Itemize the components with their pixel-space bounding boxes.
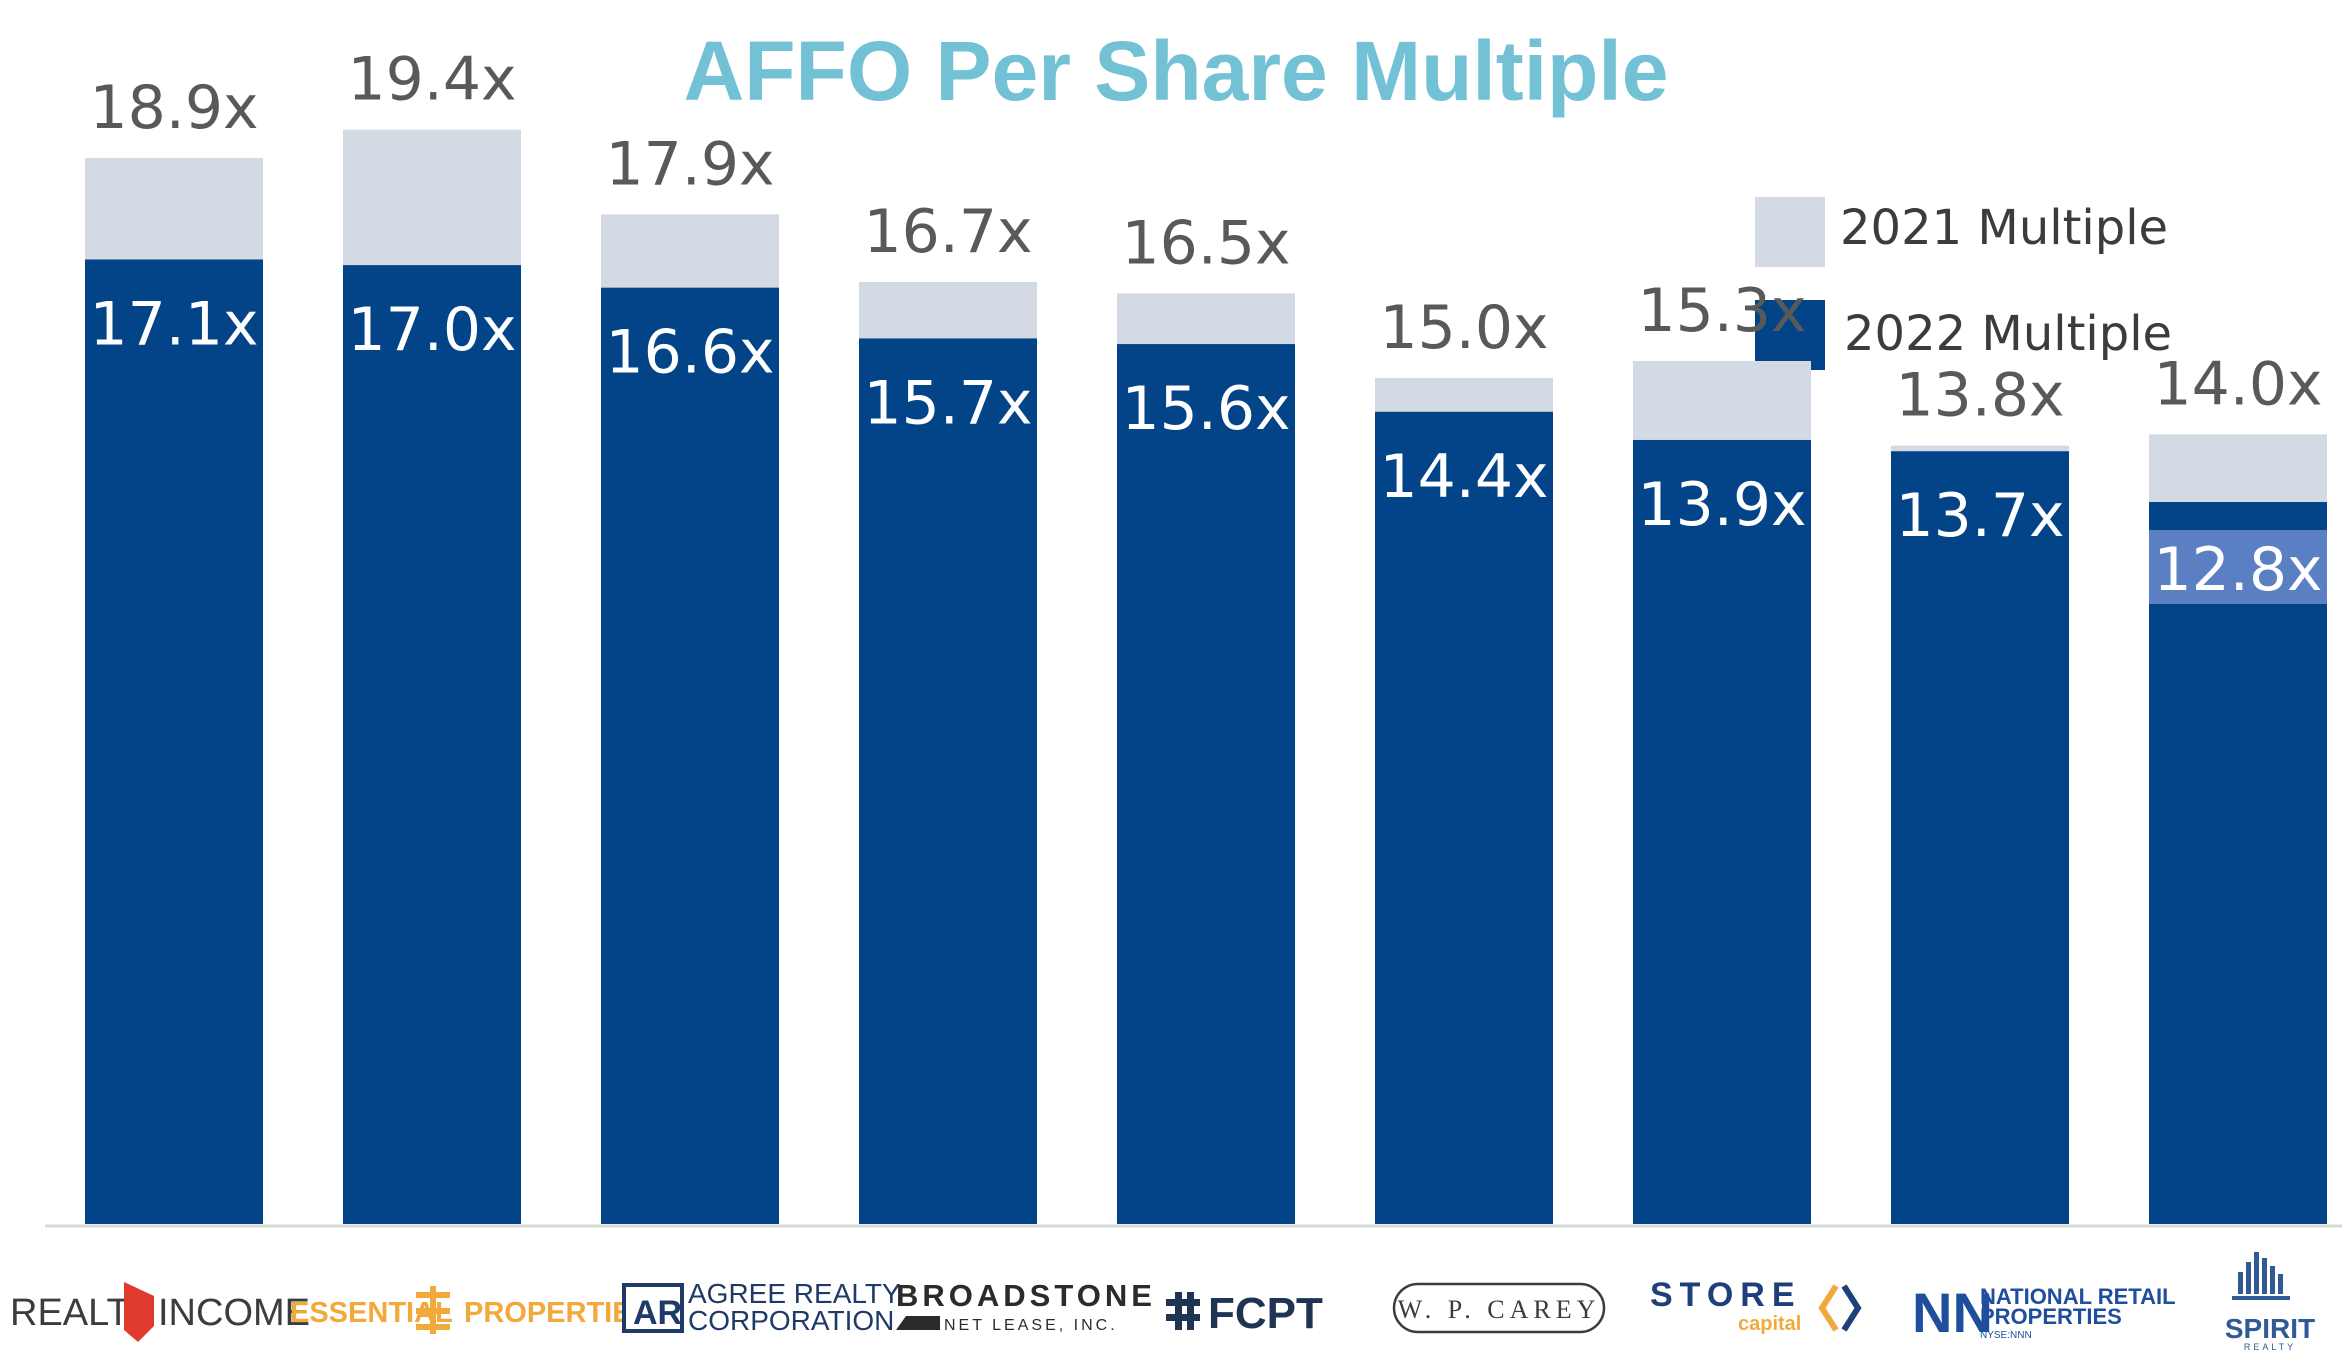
label-2021-7: 15.3x <box>1637 276 1806 346</box>
broadstone-building-icon <box>896 1316 940 1330</box>
bars-group: 18.9x 17.1x 19.4x 17.0x 17.9x 16.6x 16.7x 15.7x… <box>85 45 2327 1225</box>
label-2021-2: 19.4x <box>347 45 516 115</box>
logo-wp-carey: W. P. CAREY <box>1392 1282 1606 1334</box>
logo-realty-income: REALTY INCOME <box>10 1282 310 1342</box>
agree-realty-mark-icon <box>622 1283 684 1333</box>
bar-2022-8 <box>1891 451 2069 1224</box>
legend-label-2022: 2022 Multiple <box>1844 306 2172 362</box>
label-2022-1: 17.1x <box>89 289 258 359</box>
logo-text: W. P. CAREY <box>1398 1295 1601 1324</box>
logo-text: NYSE:NNN <box>1980 1330 2032 1341</box>
bar-2022-1 <box>85 259 263 1224</box>
agree-realty-mark-letters: AR <box>633 1294 682 1332</box>
logo-text: INCOME <box>158 1292 310 1334</box>
bar-2022-5 <box>1117 344 1295 1224</box>
legend-label-2021: 2021 Multiple <box>1840 200 2168 256</box>
store-chevron-right-icon <box>1841 1284 1862 1332</box>
logo-fcpt: FCPT <box>1166 1289 1323 1338</box>
legend-swatch-2021 <box>1755 197 1825 267</box>
label-2022-2: 17.0x <box>347 295 516 365</box>
bar-2022-7 <box>1633 439 1811 1224</box>
bar-2022-2 <box>343 265 521 1225</box>
label-2021-5: 16.5x <box>1121 208 1290 278</box>
bar-2022-9 <box>2149 502 2327 1224</box>
wp-carey-border <box>1392 1282 1606 1334</box>
label-2021-9: 14.0x <box>2153 349 2322 419</box>
logo-text: BROADSTONE <box>896 1278 1156 1313</box>
label-2021-8: 13.8x <box>1895 361 2064 431</box>
label-2022-4: 15.7x <box>863 368 1032 438</box>
label-2022-3: 16.6x <box>605 318 774 388</box>
label-2021-4: 16.7x <box>863 197 1032 267</box>
realty-income-flag-icon <box>124 1282 154 1342</box>
legend: 2021 Multiple 2022 Multiple <box>1755 197 2172 370</box>
label-2022-6: 14.4x <box>1379 442 1548 512</box>
logo-text: capital <box>1738 1313 1801 1335</box>
company-logos: REALTY INCOME ESSENTIAL PROPERTIES AR AG… <box>10 1252 2315 1350</box>
bar-2022-6 <box>1375 411 1553 1224</box>
logo-spirit: SPIRIT REALTY <box>2225 1252 2315 1350</box>
logo-broadstone: BROADSTONE NET LEASE, INC. <box>896 1278 1156 1334</box>
logo-text: SPIRIT <box>2225 1313 2315 1344</box>
logo-text: FCPT <box>1208 1289 1323 1338</box>
logo-text: REALTY <box>2244 1342 2296 1350</box>
logo-text: NET LEASE, INC. <box>944 1317 1118 1334</box>
store-chevron-left-icon <box>1818 1284 1839 1332</box>
label-2022-9: 12.8x <box>2153 535 2322 605</box>
fcpt-cross-icon <box>1166 1292 1200 1330</box>
chart-title: AFFO Per Share Multiple <box>684 24 1669 118</box>
label-2022-7: 13.9x <box>1637 470 1806 540</box>
label-2022-8: 13.7x <box>1895 481 2064 551</box>
spirit-building-icon <box>2232 1252 2290 1300</box>
label-2021-1: 18.9x <box>89 73 258 143</box>
essential-properties-mark-icon <box>416 1286 450 1334</box>
logo-store-capital: STORE capital <box>1650 1276 1862 1335</box>
logo-agree-realty: AR AGREE REALTY CORPORATION <box>622 1278 901 1336</box>
bar-2022-3 <box>601 287 779 1224</box>
logo-text: PROPERTIES <box>464 1297 651 1329</box>
highlight-box-2022-9 <box>2149 530 2327 605</box>
logo-text: NATIONAL RETAIL <box>1980 1284 2176 1309</box>
bar-2022-4 <box>859 338 1037 1224</box>
nnn-mark-icon: NN <box>1912 1281 1993 1344</box>
label-2021-6: 15.0x <box>1379 293 1548 363</box>
label-2021-3: 17.9x <box>605 129 774 199</box>
logo-essential-properties: ESSENTIAL PROPERTIES <box>290 1286 651 1334</box>
legend-swatch-2022 <box>1755 300 1825 370</box>
logo-text: PROPERTIES <box>1980 1304 2122 1329</box>
logo-text: CORPORATION <box>688 1305 894 1336</box>
label-2022-5: 15.6x <box>1121 374 1290 444</box>
logo-text: STORE <box>1650 1276 1802 1314</box>
logo-text: AGREE REALTY <box>688 1278 901 1309</box>
logo-national-retail-properties: NN NATIONAL RETAIL PROPERTIES NYSE:NNN <box>1912 1281 2176 1344</box>
